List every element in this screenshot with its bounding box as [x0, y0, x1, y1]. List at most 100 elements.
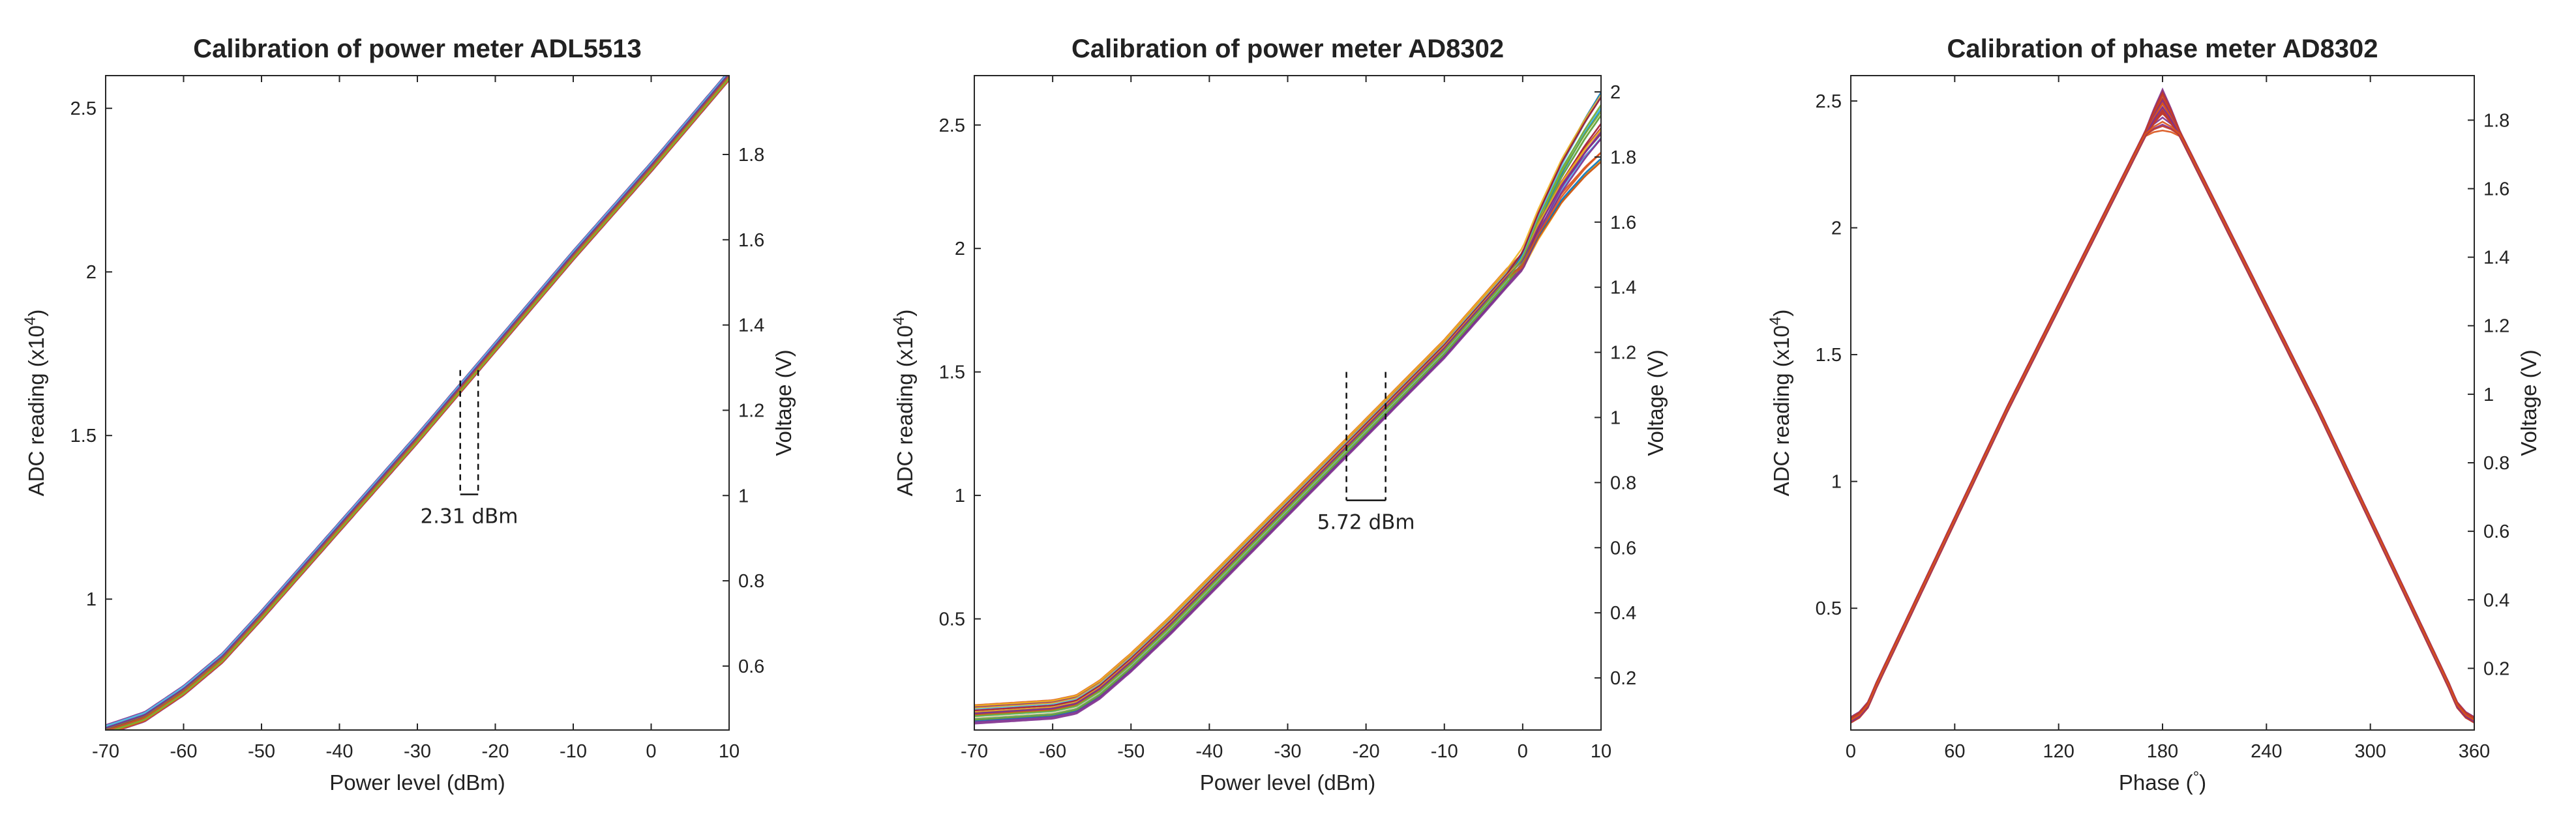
series-line — [974, 152, 1601, 716]
series-line — [974, 133, 1601, 707]
x-tick-label: -10 — [560, 741, 587, 762]
series-line — [115, 79, 729, 730]
series-line — [1851, 93, 2474, 720]
annotation-label: 5.72 dBm — [1317, 511, 1415, 534]
series-line — [974, 95, 1601, 707]
chart-3: 0 60 120 180 240 300 360 0.5 1 1.5 2 2.5 0.2 0.4 0.6 0.… — [1767, 35, 2541, 795]
x-tick-label: -50 — [248, 741, 275, 762]
y-tick-label-left: 2.5 — [70, 98, 97, 119]
y-tick-label-right: 1.2 — [2483, 316, 2509, 337]
y-tick-label-left: 1.5 — [1816, 345, 1842, 366]
series-line — [974, 128, 1601, 714]
x-tick-label: 60 — [1944, 741, 1965, 762]
x-axis-label: Phase (°) — [2119, 768, 2206, 795]
series-line — [1851, 97, 2474, 720]
series-line — [1851, 109, 2474, 723]
series-line — [974, 137, 1601, 720]
series-line — [1851, 93, 2474, 720]
series-line — [108, 77, 729, 730]
chart-1: -70 -60 -50 -40 -30 -20 -10 0 10 1 1.5 2 2.5 0.6 0.8 1 1… — [22, 35, 796, 795]
series-line — [974, 111, 1601, 713]
y-axis-label-right: Voltage (V) — [2517, 349, 2541, 456]
x-tick-label: 120 — [2043, 741, 2074, 762]
y-tick-label-right: 1.2 — [738, 400, 764, 421]
series-line — [974, 127, 1601, 714]
series-line — [1851, 112, 2474, 719]
plot-frame — [974, 75, 1602, 731]
y-tick-label-right: 1.6 — [2483, 179, 2509, 199]
series-line — [106, 76, 729, 730]
y-tick-label-right: 1.8 — [1610, 147, 1636, 168]
series-line — [1851, 91, 2474, 719]
series-line — [106, 76, 729, 729]
chart-title: Calibration of phase meter AD8302 — [1947, 35, 2378, 63]
series-line — [1851, 129, 2474, 723]
series-line — [974, 131, 1601, 723]
series-line — [974, 108, 1601, 722]
series-line — [1851, 106, 2474, 723]
series-line — [1851, 89, 2474, 719]
y-tick-label-right: 0.8 — [1610, 473, 1636, 493]
x-tick-label: 10 — [719, 741, 740, 762]
series-line — [106, 76, 729, 730]
series-line — [1851, 121, 2474, 721]
series-line — [1851, 97, 2474, 720]
series-line — [974, 160, 1601, 720]
series-line — [106, 76, 727, 727]
y-tick-label-left: 1 — [86, 589, 97, 610]
y-tick-label-right: 0.8 — [2483, 453, 2509, 474]
series-line — [1851, 101, 2474, 722]
series-line — [1851, 123, 2474, 722]
series-line — [1851, 87, 2474, 718]
series-line — [1851, 105, 2474, 722]
series-line — [1851, 93, 2474, 720]
y-tick-label-left: 1 — [955, 486, 965, 506]
x-tick-label: 300 — [2354, 741, 2386, 762]
series-line — [974, 133, 1601, 714]
series-line — [974, 151, 1601, 708]
plot-frame — [105, 75, 730, 731]
y-tick-label-left: 0.5 — [1816, 598, 1842, 619]
y-axis-label-left: ADC reading (x104) — [22, 310, 48, 497]
series-line — [106, 76, 729, 730]
annotation: 2.31 dBm — [420, 370, 518, 529]
y-tick-label-right: 0.8 — [738, 571, 764, 592]
y-tick-label-right: 0.6 — [738, 656, 764, 677]
series-line — [974, 138, 1601, 725]
series-line — [106, 76, 729, 730]
y-tick-label-right: 1.4 — [1610, 278, 1636, 299]
x-axis-label: Power level (dBm) — [329, 770, 505, 795]
series-bundle — [106, 76, 729, 730]
series-line — [974, 107, 1601, 710]
series-line — [1851, 89, 2474, 718]
y-tick-label-left: 2 — [86, 262, 97, 283]
series-line — [116, 80, 729, 730]
series-line — [1851, 111, 2474, 724]
series-line — [974, 96, 1601, 712]
x-tick-label: -60 — [1039, 741, 1066, 762]
x-tick-label: 0 — [646, 741, 656, 762]
y-tick-label-right: 2 — [1610, 82, 1621, 103]
y-tick-label-right: 0.6 — [2483, 521, 2509, 542]
y-axis-label-left: ADC reading (x104) — [1767, 310, 1793, 497]
chart-title: Calibration of power meter ADL5513 — [193, 35, 642, 63]
series-line — [106, 76, 729, 730]
series-line — [106, 76, 729, 730]
series-line — [974, 115, 1601, 721]
x-tick-label: -70 — [961, 741, 988, 762]
plot-frame — [1850, 75, 2475, 731]
y-tick-label-right: 1 — [2483, 385, 2494, 405]
y-axis-label-left: ADC reading (x104) — [890, 310, 917, 497]
series-line — [1851, 99, 2474, 721]
series-line — [106, 76, 727, 727]
series-line — [974, 138, 1601, 708]
series-line — [106, 76, 729, 730]
series-line — [113, 78, 729, 730]
y-tick-label-left: 1.5 — [939, 362, 965, 383]
x-tick-label: 10 — [1591, 741, 1611, 762]
y-tick-label-right: 0.4 — [2483, 590, 2509, 611]
series-line — [106, 76, 727, 727]
series-line — [974, 158, 1601, 715]
y-axis-label-right: Voltage (V) — [771, 349, 796, 456]
